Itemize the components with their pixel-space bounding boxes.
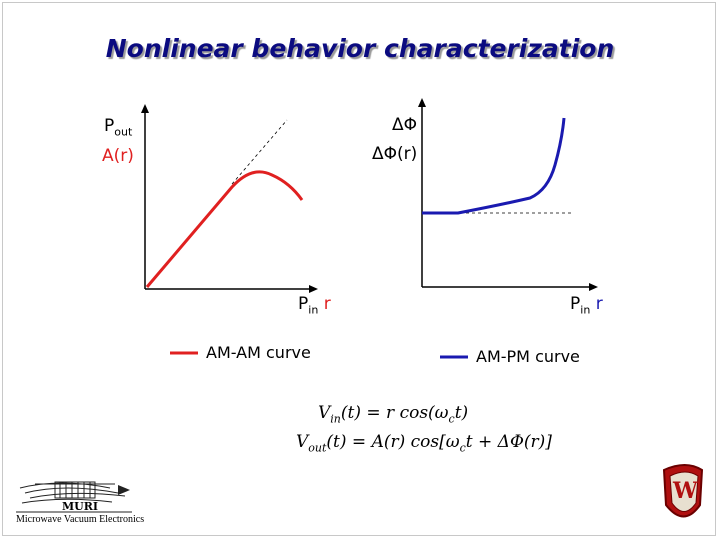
right-x-label-var: r (595, 294, 603, 314)
equation-vin: Vin(t) = r cos(ωct) (318, 403, 468, 425)
right-x-label-main: P (570, 294, 581, 314)
slide-title: Nonlinear behavior characterization (105, 34, 615, 63)
vin-sub: in (330, 412, 341, 426)
left-x-label-sub: in (308, 303, 319, 317)
right-y-function-label: ΔΦ(r) (372, 144, 418, 164)
left-x-label-main: P (298, 294, 309, 314)
left-y-arrow-icon (141, 104, 149, 113)
crest-graphic (662, 464, 704, 518)
muri-logo-subtitle: Microwave Vacuum Electronics (16, 514, 145, 525)
vout-rhs2: t + ΔΦ(r)] (465, 432, 552, 452)
left-x-label: Pin r (298, 294, 331, 316)
left-y-label-main: P (104, 116, 115, 136)
left-plot-axes (141, 104, 318, 293)
vout-rhs: (t) = A(r) cos[ω (326, 432, 460, 452)
vin-rhs2: t) (454, 403, 469, 423)
muri-logo-title: MURI (62, 500, 99, 513)
right-x-label: Pin r (570, 294, 603, 316)
am-am-curve (145, 170, 304, 288)
vin-rhs: (t) = r cos(ω (340, 403, 449, 423)
left-linear-extrapolation (231, 119, 288, 185)
vout-lhs: V (296, 432, 309, 452)
left-x-label-var: r (323, 294, 331, 314)
right-x-label-sub: in (580, 303, 591, 317)
left-y-label: Pout (104, 116, 132, 138)
left-y-label-sub: out (114, 125, 133, 139)
vin-lhs: V (318, 403, 331, 423)
vin-omega-sub: c (448, 412, 455, 426)
left-y-function-label: A(r) (102, 146, 134, 166)
right-y-arrow-icon (418, 98, 426, 107)
equation-vout: Vout(t) = A(r) cos[ωct + ΔΦ(r)] (296, 432, 552, 454)
left-x-arrow-icon (309, 285, 318, 293)
right-plot-axes (418, 98, 598, 291)
vout-sub: out (308, 441, 327, 455)
right-y-label: ΔΦ (392, 115, 418, 135)
vout-omega-sub: c (459, 441, 466, 455)
crest-letter: W (673, 478, 698, 504)
right-x-arrow-icon (589, 283, 598, 291)
am-pm-curve (422, 117, 566, 215)
legend-am-am-label: AM-AM curve (206, 343, 311, 362)
muri-logo-graphic (16, 481, 132, 513)
legend-am-pm-label: AM-PM curve (476, 347, 580, 366)
